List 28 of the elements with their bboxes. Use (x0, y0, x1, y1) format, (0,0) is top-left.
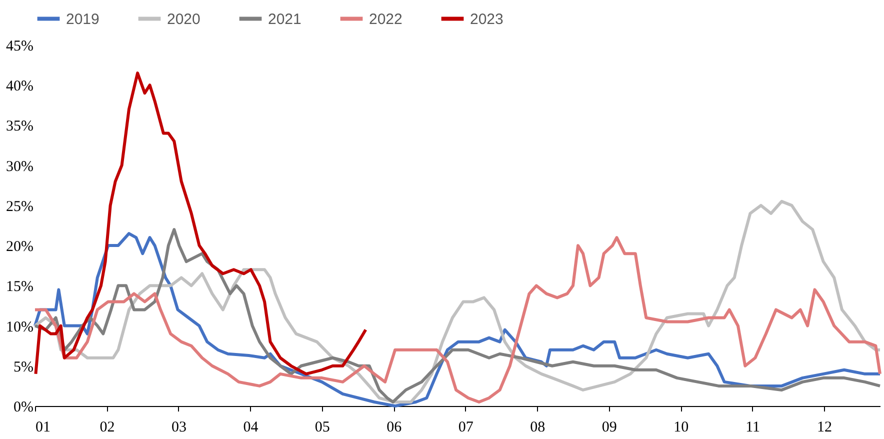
y-tick-label: 35% (6, 118, 34, 135)
y-tick-label: 45% (6, 38, 34, 54)
y-tick-label: 25% (6, 198, 34, 215)
legend-label: 2022 (369, 10, 402, 28)
x-tick-label: 03 (171, 420, 186, 436)
x-tick-label: 02 (100, 420, 115, 436)
y-tick-label: 40% (6, 78, 34, 95)
y-tick-label: 15% (6, 279, 34, 296)
x-tick-label: 09 (602, 420, 617, 436)
y-tick-label: 10% (6, 319, 34, 336)
x-tick-label: 07 (458, 420, 474, 436)
legend-label: 2023 (470, 10, 504, 28)
y-tick-label: 30% (6, 158, 34, 175)
x-tick-label: 04 (243, 420, 259, 436)
x-tick-label: 06 (386, 420, 402, 436)
x-tick-label: 05 (314, 420, 330, 436)
legend-label: 2021 (268, 10, 302, 28)
y-tick-label: 5% (14, 359, 34, 376)
x-tick-label: 08 (530, 420, 546, 436)
y-tick-label: 0% (14, 400, 34, 416)
y-tick-label: 20% (6, 239, 34, 256)
line-series (34, 72, 368, 376)
x-tick-label: 01 (36, 420, 50, 436)
x-tick-label: 12 (817, 420, 832, 436)
legend-label: 2020 (167, 10, 200, 28)
x-tick-label: 10 (674, 420, 689, 436)
legend-label: 2019 (66, 10, 100, 28)
x-tick-label: 11 (746, 420, 760, 436)
